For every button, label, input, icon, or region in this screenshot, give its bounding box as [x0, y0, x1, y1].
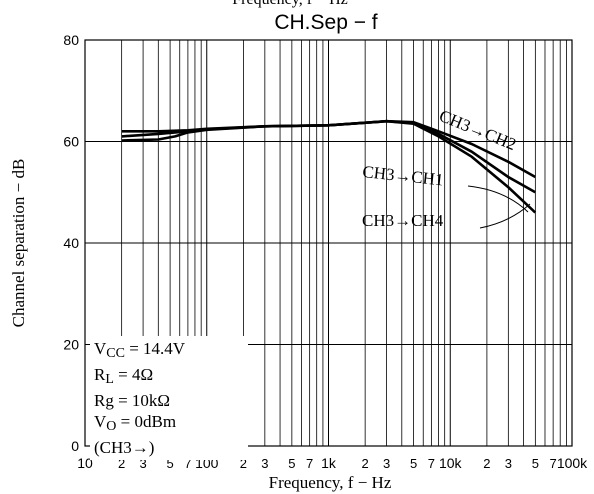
condition-line-5: (CH3→) [94, 437, 244, 458]
x-tick-label: 3 [383, 456, 390, 471]
x-tick-label: 2 [483, 456, 490, 471]
plot-frame [84, 39, 573, 447]
y-tick-label: 80 [63, 32, 79, 48]
series-line-3 [121, 119, 537, 214]
condition-subscript: O [106, 419, 117, 434]
condition-value: = 0dBm [116, 412, 177, 431]
condition-symbol: V [94, 339, 107, 358]
header-clip: Frequency, f − Hz [232, 0, 348, 8]
x-tick-label: 5 [532, 456, 539, 471]
condition-subscript: L [105, 372, 114, 387]
x-tick-label: 5 [166, 456, 173, 471]
x-tick-label: 5 [288, 456, 295, 471]
x-tick-label: 2 [118, 456, 125, 471]
x-axis-label: Frequency, f − Hz [269, 473, 392, 492]
x-tick-label: 7 [550, 456, 557, 471]
annotation-ch3-ch4: CH3→CH4 [362, 211, 444, 230]
chart-title: CH.Sep − f [274, 11, 377, 34]
condition-subscript: CC [106, 346, 125, 361]
series-lines [121, 119, 537, 214]
condition-line-4: VO = 0dBm [94, 411, 244, 437]
x-tick-label: 3 [505, 456, 512, 471]
y-tick-label: 20 [63, 337, 79, 353]
condition-line-1: VCC = 14.4V [94, 338, 244, 364]
condition-symbol: V [94, 412, 107, 431]
condition-value: = 10kΩ [113, 391, 171, 410]
x-tick-label: 1k [321, 455, 337, 471]
leader-line-ch4 [479, 203, 531, 229]
y-tick-label: 40 [63, 235, 79, 251]
annotation-ch3-ch1: CH3→CH1 [362, 162, 445, 189]
x-tick-label: 7 [184, 456, 191, 471]
y-tick-label: 60 [63, 134, 79, 150]
condition-symbol: Rg [94, 391, 114, 410]
x-tick-label: 100k [557, 455, 588, 471]
x-tick-label: 5 [410, 456, 417, 471]
conditions-box: VCC = 14.4V RL = 4Ω Rg = 10kΩ VO = 0dBm (CH3… [90, 336, 248, 460]
condition-symbol: R [94, 365, 106, 384]
x-tick-label: 7 [306, 456, 313, 471]
condition-line-2: RL = 4Ω [94, 364, 244, 390]
x-tick-label: 7 [428, 456, 435, 471]
x-tick-label: 2 [240, 456, 247, 471]
x-tick-label: 3 [139, 456, 146, 471]
condition-value: = 14.4V [124, 339, 186, 358]
x-tick-label: 10k [439, 455, 463, 471]
condition-line-3: Rg = 10kΩ [94, 390, 244, 411]
leader-line-ch1 [467, 185, 529, 213]
x-tick-label: 10 [77, 455, 93, 471]
condition-value: = 4Ω [113, 365, 154, 384]
y-axis-label: Channel separation − dB [9, 159, 28, 328]
y-tick-label: 0 [71, 438, 79, 454]
x-tick-label: 2 [362, 456, 369, 471]
x-tick-label: 3 [261, 456, 268, 471]
condition-symbol: (CH3→) [94, 438, 155, 457]
